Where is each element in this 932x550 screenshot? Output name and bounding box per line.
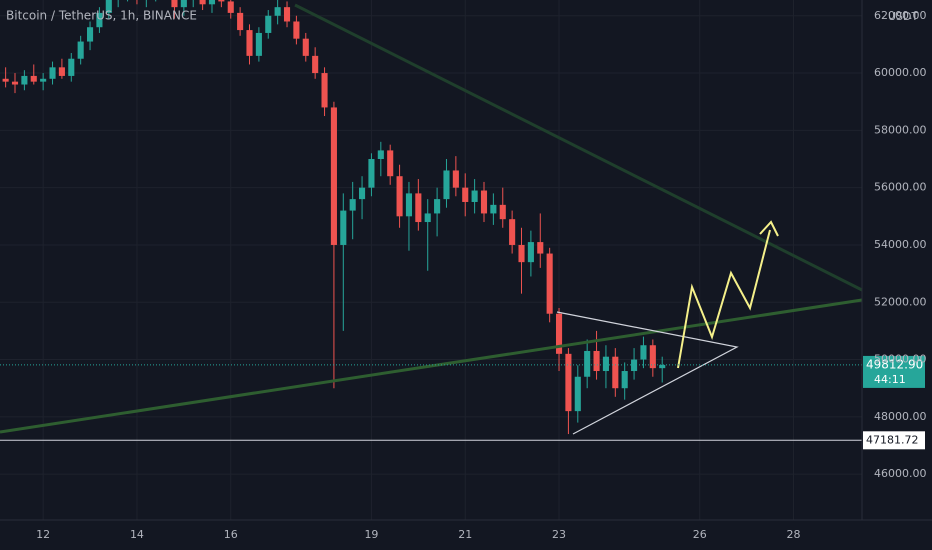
candle-body: [227, 1, 234, 13]
y-tick-label: 58000.00: [874, 123, 927, 136]
candle-body: [2, 78, 9, 82]
candle-body: [246, 30, 253, 56]
candle-body: [283, 7, 291, 22]
y-tick-label: 54000.00: [874, 238, 927, 251]
candle-body: [30, 75, 37, 82]
candle-body: [293, 21, 300, 39]
arrow-head: [759, 220, 779, 237]
y-tick-label: 46000.00: [874, 467, 927, 480]
candle-body: [631, 359, 638, 372]
candle-body: [237, 12, 244, 31]
candle-body: [499, 204, 506, 220]
triangle: [556, 311, 739, 435]
candle-body: [340, 210, 347, 245]
x-tick-label: 21: [458, 528, 472, 541]
candle-body: [593, 350, 600, 372]
candle-body: [649, 345, 656, 369]
candle-body: [546, 253, 553, 314]
candle-body: [584, 350, 591, 377]
candle-body: [518, 244, 525, 263]
candle-body: [218, 0, 225, 2]
y-tick-label: 48000.00: [874, 410, 927, 423]
candle-body: [377, 150, 384, 160]
candle-body: [640, 345, 647, 360]
candle-body: [321, 73, 328, 108]
grid: [0, 0, 862, 520]
overlay: 47181.72 49812.90 44:11: [0, 355, 925, 450]
candle-body: [490, 204, 497, 214]
candle-body: [21, 75, 28, 85]
candle-body: [49, 67, 56, 79]
candle-body: [612, 356, 619, 389]
candle-body: [443, 170, 450, 200]
x-tick-label: 28: [787, 528, 801, 541]
countdown: 44:11: [874, 373, 906, 386]
candles: [2, 0, 666, 435]
candle-body: [171, 0, 178, 8]
x-tick-label: 16: [224, 528, 238, 541]
x-tick-label: 23: [552, 528, 566, 541]
y-tick-label: 56000.00: [874, 181, 927, 194]
trend-line: [0, 298, 863, 434]
candle-body: [415, 193, 422, 223]
candle-body: [471, 190, 478, 202]
projection: [677, 229, 771, 369]
candle-body: [11, 81, 19, 85]
x-tick-label: 14: [130, 528, 144, 541]
candle-body: [480, 190, 488, 214]
last-price-box: [863, 355, 925, 388]
candle-body: [105, 0, 112, 13]
candle-body: [537, 242, 544, 254]
candle-body: [368, 159, 375, 188]
candle-body: [86, 27, 94, 42]
candle-body: [621, 371, 628, 389]
candle-body: [396, 176, 403, 217]
candle-body: [434, 199, 441, 214]
last-price-label: 49812.90: [866, 357, 923, 371]
candle-body: [208, 0, 216, 5]
x-tick-label: 12: [36, 528, 50, 541]
y-tick-label: 52000.00: [874, 295, 927, 308]
candle-body: [565, 353, 572, 412]
candle-body: [40, 78, 47, 82]
candle-body: [462, 187, 469, 202]
x-tick-label: 19: [364, 528, 378, 541]
chart-title: Bitcoin / TetherUS, 1h, BINANCE: [6, 9, 197, 23]
candle-body: [405, 193, 413, 217]
candle-body: [199, 0, 206, 5]
candle-body: [77, 41, 84, 59]
candle-body: [387, 150, 394, 177]
candle-body: [312, 55, 319, 74]
level-label: 47181.72: [866, 433, 919, 446]
y-tick-label: 50000.00: [874, 353, 927, 366]
y-tick-label: 62000.00: [874, 9, 927, 22]
candle-body: [527, 242, 534, 263]
y-tick-label: 60000.00: [874, 66, 927, 79]
candle-body: [359, 187, 366, 200]
candle-body: [255, 32, 262, 56]
candle-body: [302, 38, 309, 56]
candle-body: [349, 199, 356, 211]
candle-body: [555, 313, 563, 354]
level-label-box: [863, 431, 925, 450]
candle-body: [68, 58, 75, 76]
candle-body: [509, 219, 516, 245]
candle-body: [58, 67, 65, 76]
currency-box[interactable]: [876, 6, 926, 28]
candle-body: [574, 376, 581, 412]
currency[interactable]: USDT: [888, 10, 919, 23]
candle-body: [452, 170, 459, 188]
candle-body: [274, 7, 281, 16]
x-tick-label: 26: [693, 528, 707, 541]
candle-body: [424, 213, 431, 223]
candle-body: [96, 12, 103, 28]
candle-body: [602, 356, 609, 372]
candle-body: [330, 107, 337, 245]
candle-body: [659, 364, 666, 369]
candle-body: [265, 15, 272, 33]
candle-body: [180, 0, 187, 8]
